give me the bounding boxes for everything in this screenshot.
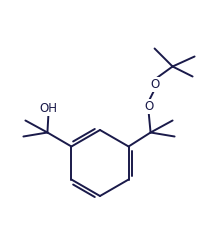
Text: OH: OH	[39, 102, 57, 115]
Text: O: O	[150, 78, 159, 91]
Text: O: O	[144, 100, 153, 113]
